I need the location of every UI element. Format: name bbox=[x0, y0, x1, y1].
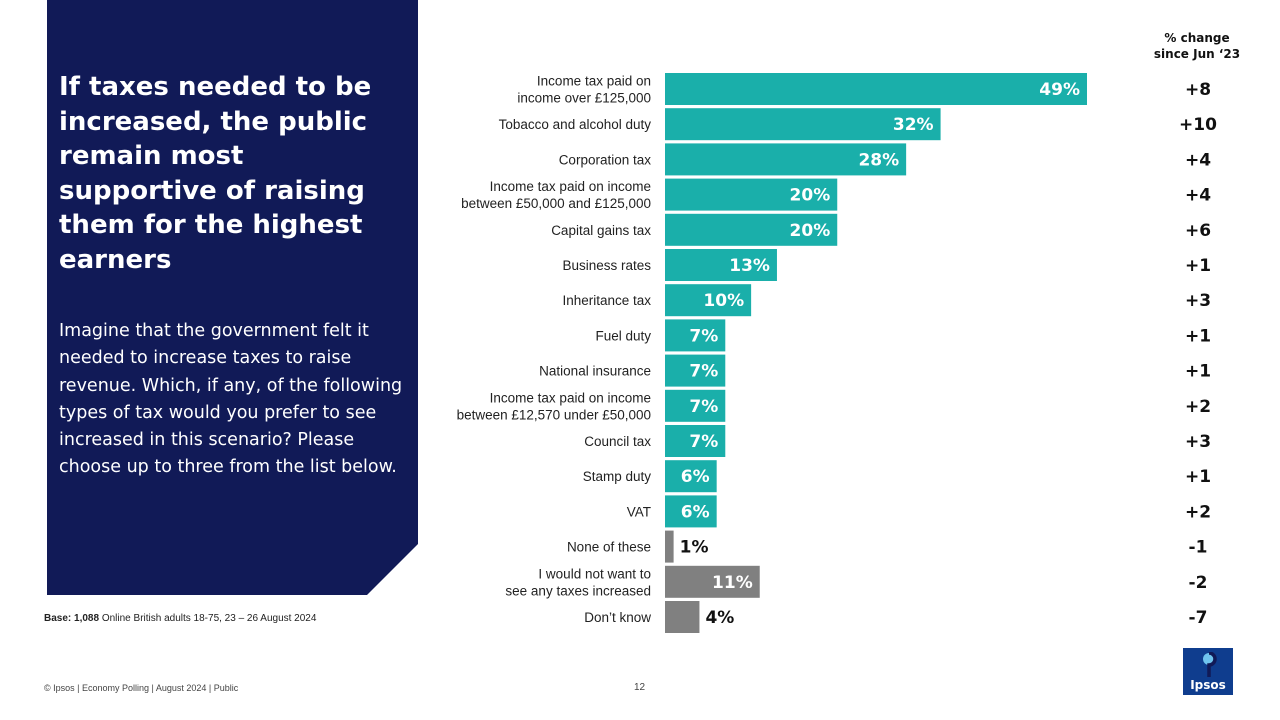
footer-text: © Ipsos | Economy Polling | August 2024 … bbox=[44, 683, 239, 693]
change-value: +1 bbox=[1185, 362, 1211, 382]
data-label: 4% bbox=[705, 608, 734, 628]
data-label: 7% bbox=[689, 432, 718, 452]
change-value: +3 bbox=[1185, 291, 1211, 311]
data-label: 49% bbox=[1039, 80, 1080, 100]
change-value: +4 bbox=[1185, 150, 1211, 170]
data-label: 7% bbox=[689, 397, 718, 417]
bar bbox=[665, 460, 717, 493]
logo-text: Ipsos bbox=[1190, 678, 1226, 692]
ipsos-logo: Ipsos bbox=[1183, 648, 1233, 695]
bar bbox=[665, 213, 838, 246]
bar bbox=[665, 425, 726, 457]
change-value: -1 bbox=[1189, 538, 1208, 558]
base-label: Base: bbox=[44, 613, 72, 624]
bar bbox=[665, 565, 760, 598]
change-value: +1 bbox=[1185, 467, 1211, 487]
category-label: Capital gains tax bbox=[551, 223, 651, 238]
data-label: 6% bbox=[681, 467, 710, 487]
bar bbox=[665, 73, 1087, 105]
base-detail: Online British adults 18-75, 23 – 26 Aug… bbox=[99, 613, 317, 624]
data-label: 11% bbox=[712, 573, 753, 593]
data-label: 32% bbox=[893, 115, 934, 135]
bar bbox=[665, 143, 907, 176]
bar bbox=[665, 319, 726, 352]
page-number: 12 bbox=[634, 682, 646, 693]
change-value: +2 bbox=[1185, 397, 1211, 417]
data-label: 10% bbox=[703, 291, 744, 311]
category-label: Inheritance tax bbox=[562, 293, 651, 308]
category-label: Stamp duty bbox=[583, 469, 652, 484]
category-label: Council tax bbox=[584, 434, 651, 449]
change-value: +10 bbox=[1179, 115, 1217, 135]
page-title: If taxes needed to be increased, the pub… bbox=[59, 72, 372, 275]
base-note: Base: 1,088 Online British adults 18-75,… bbox=[44, 613, 316, 624]
change-value: -7 bbox=[1189, 608, 1208, 628]
category-label: Income tax paid on income between £50,000… bbox=[461, 179, 651, 211]
category-label: National insurance bbox=[539, 364, 651, 379]
base-count: 1,088 bbox=[74, 613, 100, 624]
bar bbox=[665, 354, 726, 387]
change-value: +4 bbox=[1185, 186, 1211, 206]
category-label: None of these bbox=[567, 540, 651, 555]
category-label: Income tax paid on income over £125,000 bbox=[517, 74, 651, 106]
bar bbox=[665, 178, 838, 211]
data-label: 13% bbox=[729, 256, 770, 276]
data-label: 28% bbox=[858, 150, 899, 170]
bar bbox=[665, 495, 717, 528]
category-label: Corporation tax bbox=[559, 152, 652, 167]
change-header-line-2: since Jun ‘23 bbox=[1153, 47, 1241, 61]
bar bbox=[665, 249, 777, 281]
data-label: 7% bbox=[689, 326, 718, 346]
change-value: +6 bbox=[1185, 221, 1211, 241]
data-label: 7% bbox=[689, 362, 718, 382]
category-label: Income tax paid on income between £12,570… bbox=[457, 390, 651, 422]
data-label: 20% bbox=[790, 186, 831, 206]
category-label: VAT bbox=[627, 504, 651, 519]
bar bbox=[665, 108, 941, 141]
change-value: +2 bbox=[1185, 502, 1211, 522]
change-value: +3 bbox=[1185, 432, 1211, 452]
data-label: 1% bbox=[680, 538, 709, 558]
category-label: Tobacco and alcohol duty bbox=[499, 117, 652, 132]
logo-mark-icon bbox=[1203, 652, 1217, 677]
category-label: I would not want to see any taxes increas… bbox=[505, 566, 651, 598]
bar bbox=[665, 530, 674, 563]
data-label: 6% bbox=[681, 502, 710, 522]
change-header-line-1: % change bbox=[1164, 31, 1230, 45]
change-column-header: % change since Jun ‘23 bbox=[1150, 30, 1244, 62]
bar bbox=[665, 284, 752, 317]
change-value: +8 bbox=[1185, 80, 1211, 100]
category-label: Don’t know bbox=[584, 610, 651, 625]
bar bbox=[665, 389, 726, 422]
title-panel bbox=[47, 0, 418, 595]
change-value: -2 bbox=[1189, 573, 1208, 593]
survey-question: Imagine that the government felt it need… bbox=[59, 321, 403, 478]
category-label: Fuel duty bbox=[595, 328, 651, 343]
bar bbox=[665, 601, 700, 633]
change-value: +1 bbox=[1185, 326, 1211, 346]
change-value: +1 bbox=[1185, 256, 1211, 276]
data-label: 20% bbox=[790, 221, 831, 241]
category-label: Business rates bbox=[562, 258, 651, 273]
